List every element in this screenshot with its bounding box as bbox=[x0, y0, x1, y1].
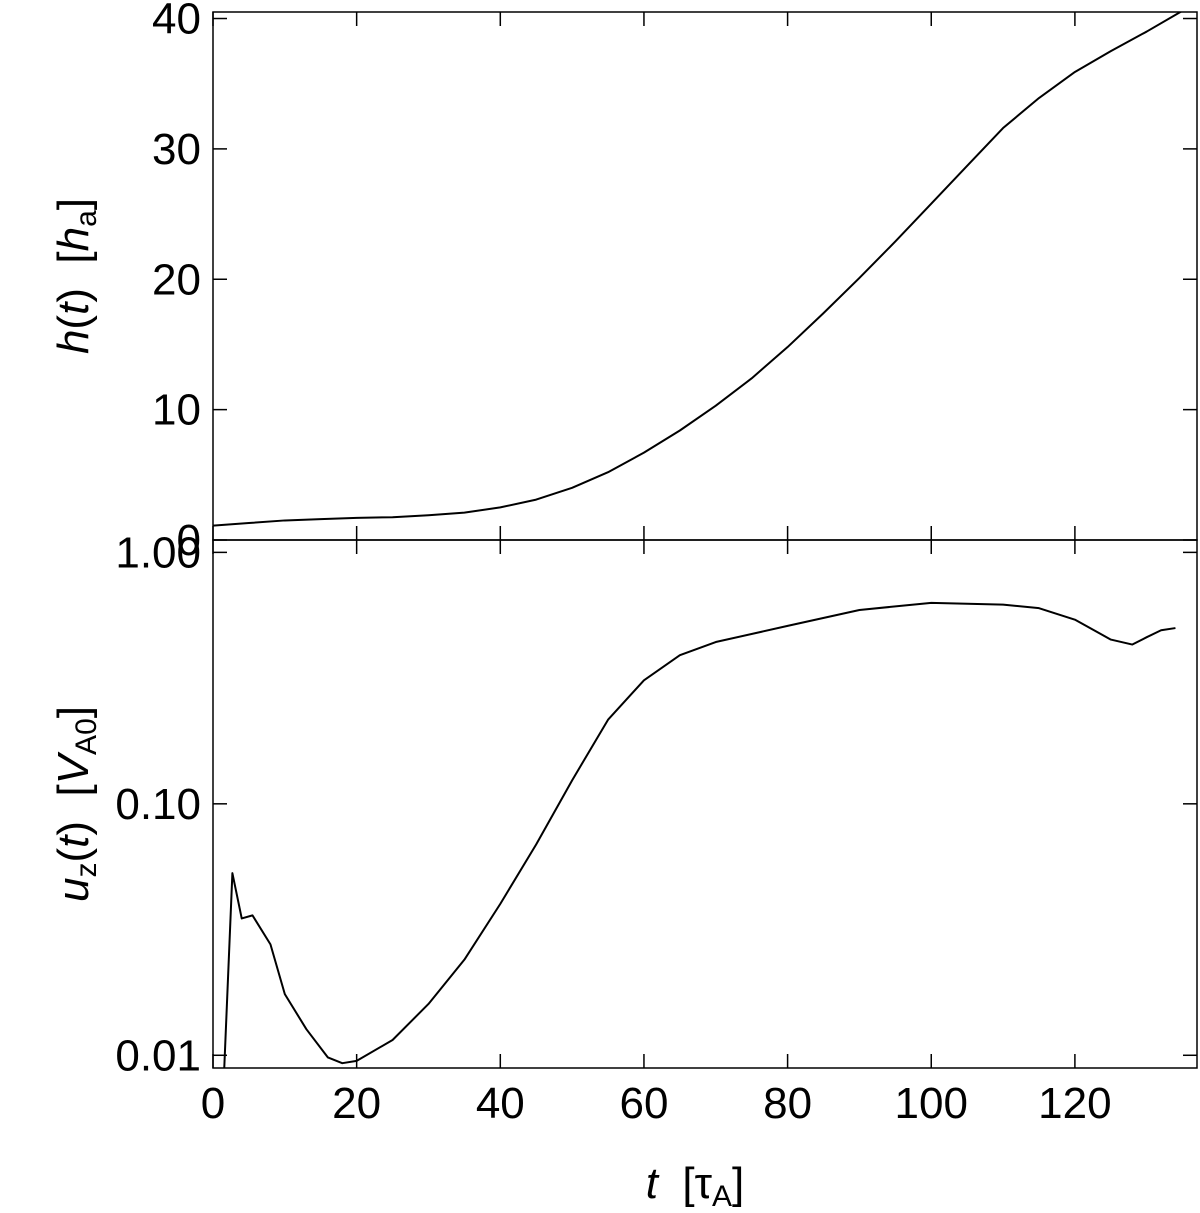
label-part: A bbox=[712, 1180, 732, 1213]
label-part: ] bbox=[49, 198, 98, 210]
label-part: h bbox=[49, 227, 98, 251]
y-tick-label: 20 bbox=[152, 255, 201, 304]
label-part: V bbox=[49, 751, 98, 784]
label-part: u bbox=[49, 878, 98, 902]
label-part: [ bbox=[658, 1159, 695, 1208]
plot-area bbox=[213, 12, 1183, 527]
label-part: ) [ bbox=[49, 251, 98, 302]
data-line bbox=[223, 601, 1176, 1068]
y-tick-label: 30 bbox=[152, 125, 201, 174]
y-axis-label: h(t) [ha] bbox=[49, 198, 103, 354]
label-part: ] bbox=[732, 1159, 744, 1208]
y-tick-label: 40 bbox=[152, 0, 201, 44]
x-tick-label: 100 bbox=[895, 1079, 968, 1128]
label-part: ( bbox=[49, 315, 98, 330]
x-tick-label: 20 bbox=[332, 1079, 381, 1128]
x-tick-label: 40 bbox=[476, 1079, 525, 1128]
label-part: t bbox=[646, 1159, 660, 1208]
label-part: a bbox=[70, 210, 103, 227]
x-tick-label: 0 bbox=[201, 1079, 225, 1128]
data-line bbox=[213, 12, 1183, 527]
label-part: ( bbox=[49, 848, 98, 863]
x-axis-label: t [τA] bbox=[646, 1159, 745, 1213]
x-tick-label: 120 bbox=[1038, 1079, 1111, 1128]
y-tick-label: 1.00 bbox=[115, 528, 201, 577]
y-tick-label: 0.01 bbox=[115, 1031, 201, 1080]
y-tick-label: 10 bbox=[152, 386, 201, 435]
plot-frame bbox=[212, 539, 1198, 1069]
label-part: A0 bbox=[70, 718, 103, 755]
x-tick-label: 80 bbox=[763, 1079, 812, 1128]
label-part: ) [ bbox=[49, 784, 98, 835]
x-tick-label: 60 bbox=[619, 1079, 668, 1128]
label-part: t bbox=[49, 834, 98, 848]
label-part: z bbox=[70, 863, 103, 878]
label-part: t bbox=[49, 301, 98, 315]
y-tick-label: 0 bbox=[177, 516, 201, 565]
label-part: τ bbox=[695, 1159, 713, 1208]
y-tick-label: 0.10 bbox=[115, 780, 201, 829]
label-part: h bbox=[49, 330, 98, 354]
label-part: ] bbox=[49, 706, 98, 718]
y-axis-label: uz(t) [VA0] bbox=[49, 706, 103, 902]
plot-area bbox=[223, 601, 1176, 1068]
